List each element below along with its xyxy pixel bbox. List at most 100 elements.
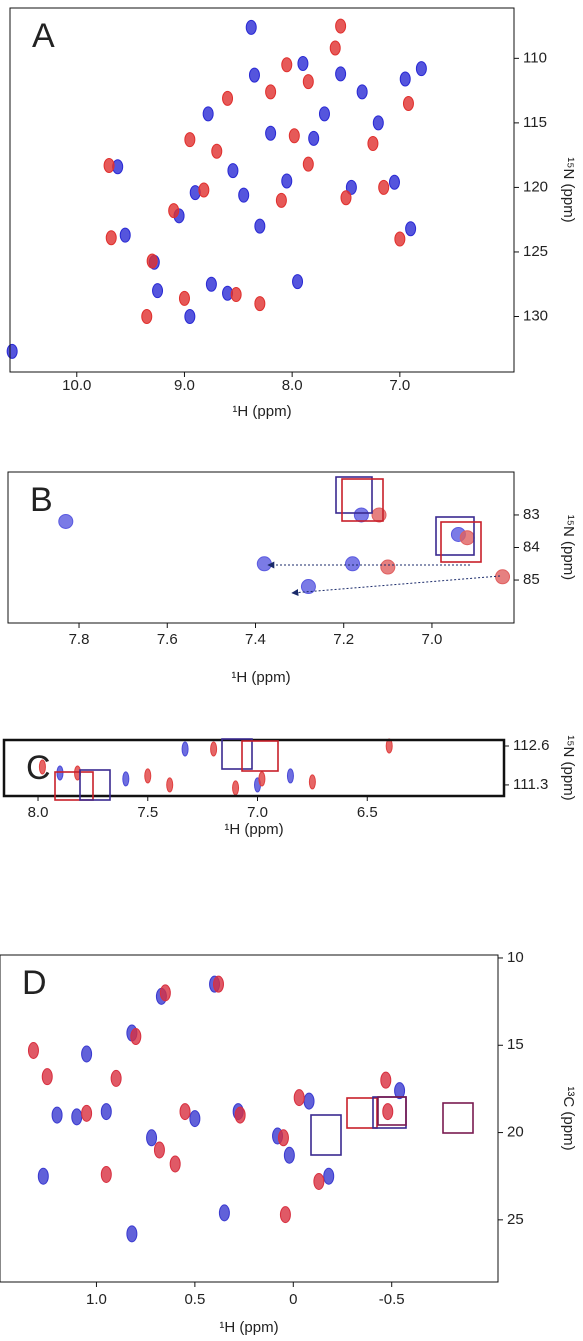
peak [495,569,511,585]
plot-frame [2,738,506,798]
peak [308,130,320,146]
peak [394,231,406,247]
peak [71,1108,83,1126]
peak [56,765,64,781]
peak [58,513,74,529]
y-tick-label: 85 [523,571,540,588]
peak [105,230,117,246]
red-box [440,521,482,563]
panel-label: C [26,749,51,787]
peak [81,1104,93,1122]
x-tick-label: 7.2 [333,631,354,648]
y-tick-label: 84 [523,538,540,555]
peak [245,19,257,35]
peak [119,227,131,243]
peak [277,1129,289,1147]
peak [286,768,294,784]
y-tick-label: 83 [523,506,540,523]
x-tick-label: 1.0 [86,1291,107,1308]
peak [345,179,357,195]
peak [205,276,217,292]
x-tick-label: 7.6 [157,631,178,648]
x-tick-label: -0.5 [379,1291,405,1308]
peak [152,283,164,299]
peak [227,163,239,179]
x-axis-label: ¹H (ppm) [232,403,291,420]
peak [184,132,196,148]
peak [415,61,427,77]
peak [130,1028,142,1046]
y-tick-label: 130 [523,307,548,324]
x-tick-label: 7.0 [389,377,410,394]
peak [399,71,411,87]
y-tick-label: 112.6 [513,737,549,754]
peak [281,57,293,73]
peak [405,221,417,237]
red-box [442,1102,474,1134]
red-box [54,771,94,801]
peak [388,174,400,190]
peak [126,1225,138,1243]
panel: 10.0 9.0 8.0 7.0 110 115 120 125 130 ¹H (ppm) ¹⁵N … [6,7,577,420]
peak [300,579,316,595]
x-tick-label: 7.0 [247,804,268,821]
peak [141,308,153,324]
blue-box [79,769,111,801]
peak [459,530,475,546]
x-tick-label: 8.0 [28,804,49,821]
peak [178,290,190,306]
y-axis-label: ¹⁵N (ppm) [560,157,577,222]
x-axis-label: ¹H (ppm) [219,1319,278,1336]
peak [234,1106,246,1124]
peak [238,187,250,203]
peak [283,1146,295,1164]
blue-box [335,476,373,514]
y-tick-label: 20 [507,1124,524,1141]
peak [258,771,266,787]
red-box [377,1096,407,1126]
y-tick-label: 110 [523,49,547,66]
peak [265,125,277,141]
shift-arrow [291,575,501,596]
panel-label: A [32,17,55,55]
x-tick-label: 9.0 [174,377,195,394]
y-tick-label: 15 [507,1036,524,1053]
peak [179,1103,191,1121]
peak [335,66,347,82]
peak [153,1141,165,1159]
peak [293,1089,305,1107]
peak [166,777,174,793]
peak [281,173,293,189]
peak [27,1041,39,1059]
x-tick-label: 7.8 [69,631,90,648]
x-tick-label: 7.5 [137,804,158,821]
blue-box [310,1114,342,1156]
peak [394,1082,406,1100]
blue-box [221,738,253,770]
y-tick-label: 120 [523,178,548,195]
peak [41,1068,53,1086]
peak [230,287,242,303]
y-axis-label: ¹³C (ppm) [560,1086,577,1150]
peak [378,179,390,195]
y-axis-label: ¹⁵N (ppm) [560,735,577,800]
y-axis-label: ¹⁵N (ppm) [560,515,577,580]
peak [292,274,304,290]
peak [122,771,130,787]
panel-label: D [22,964,47,1002]
peak [313,1172,325,1190]
peak [181,741,189,757]
peak [372,115,384,131]
x-axis-label: ¹H (ppm) [231,669,290,686]
red-box [241,740,279,772]
peak [146,1129,158,1147]
peak [37,1167,49,1185]
peak [159,984,171,1002]
blue-box [435,516,475,556]
peak [211,143,223,159]
peak [6,343,18,359]
peak [254,296,266,312]
peak [254,218,266,234]
peak [198,182,210,198]
peak [51,1106,63,1124]
